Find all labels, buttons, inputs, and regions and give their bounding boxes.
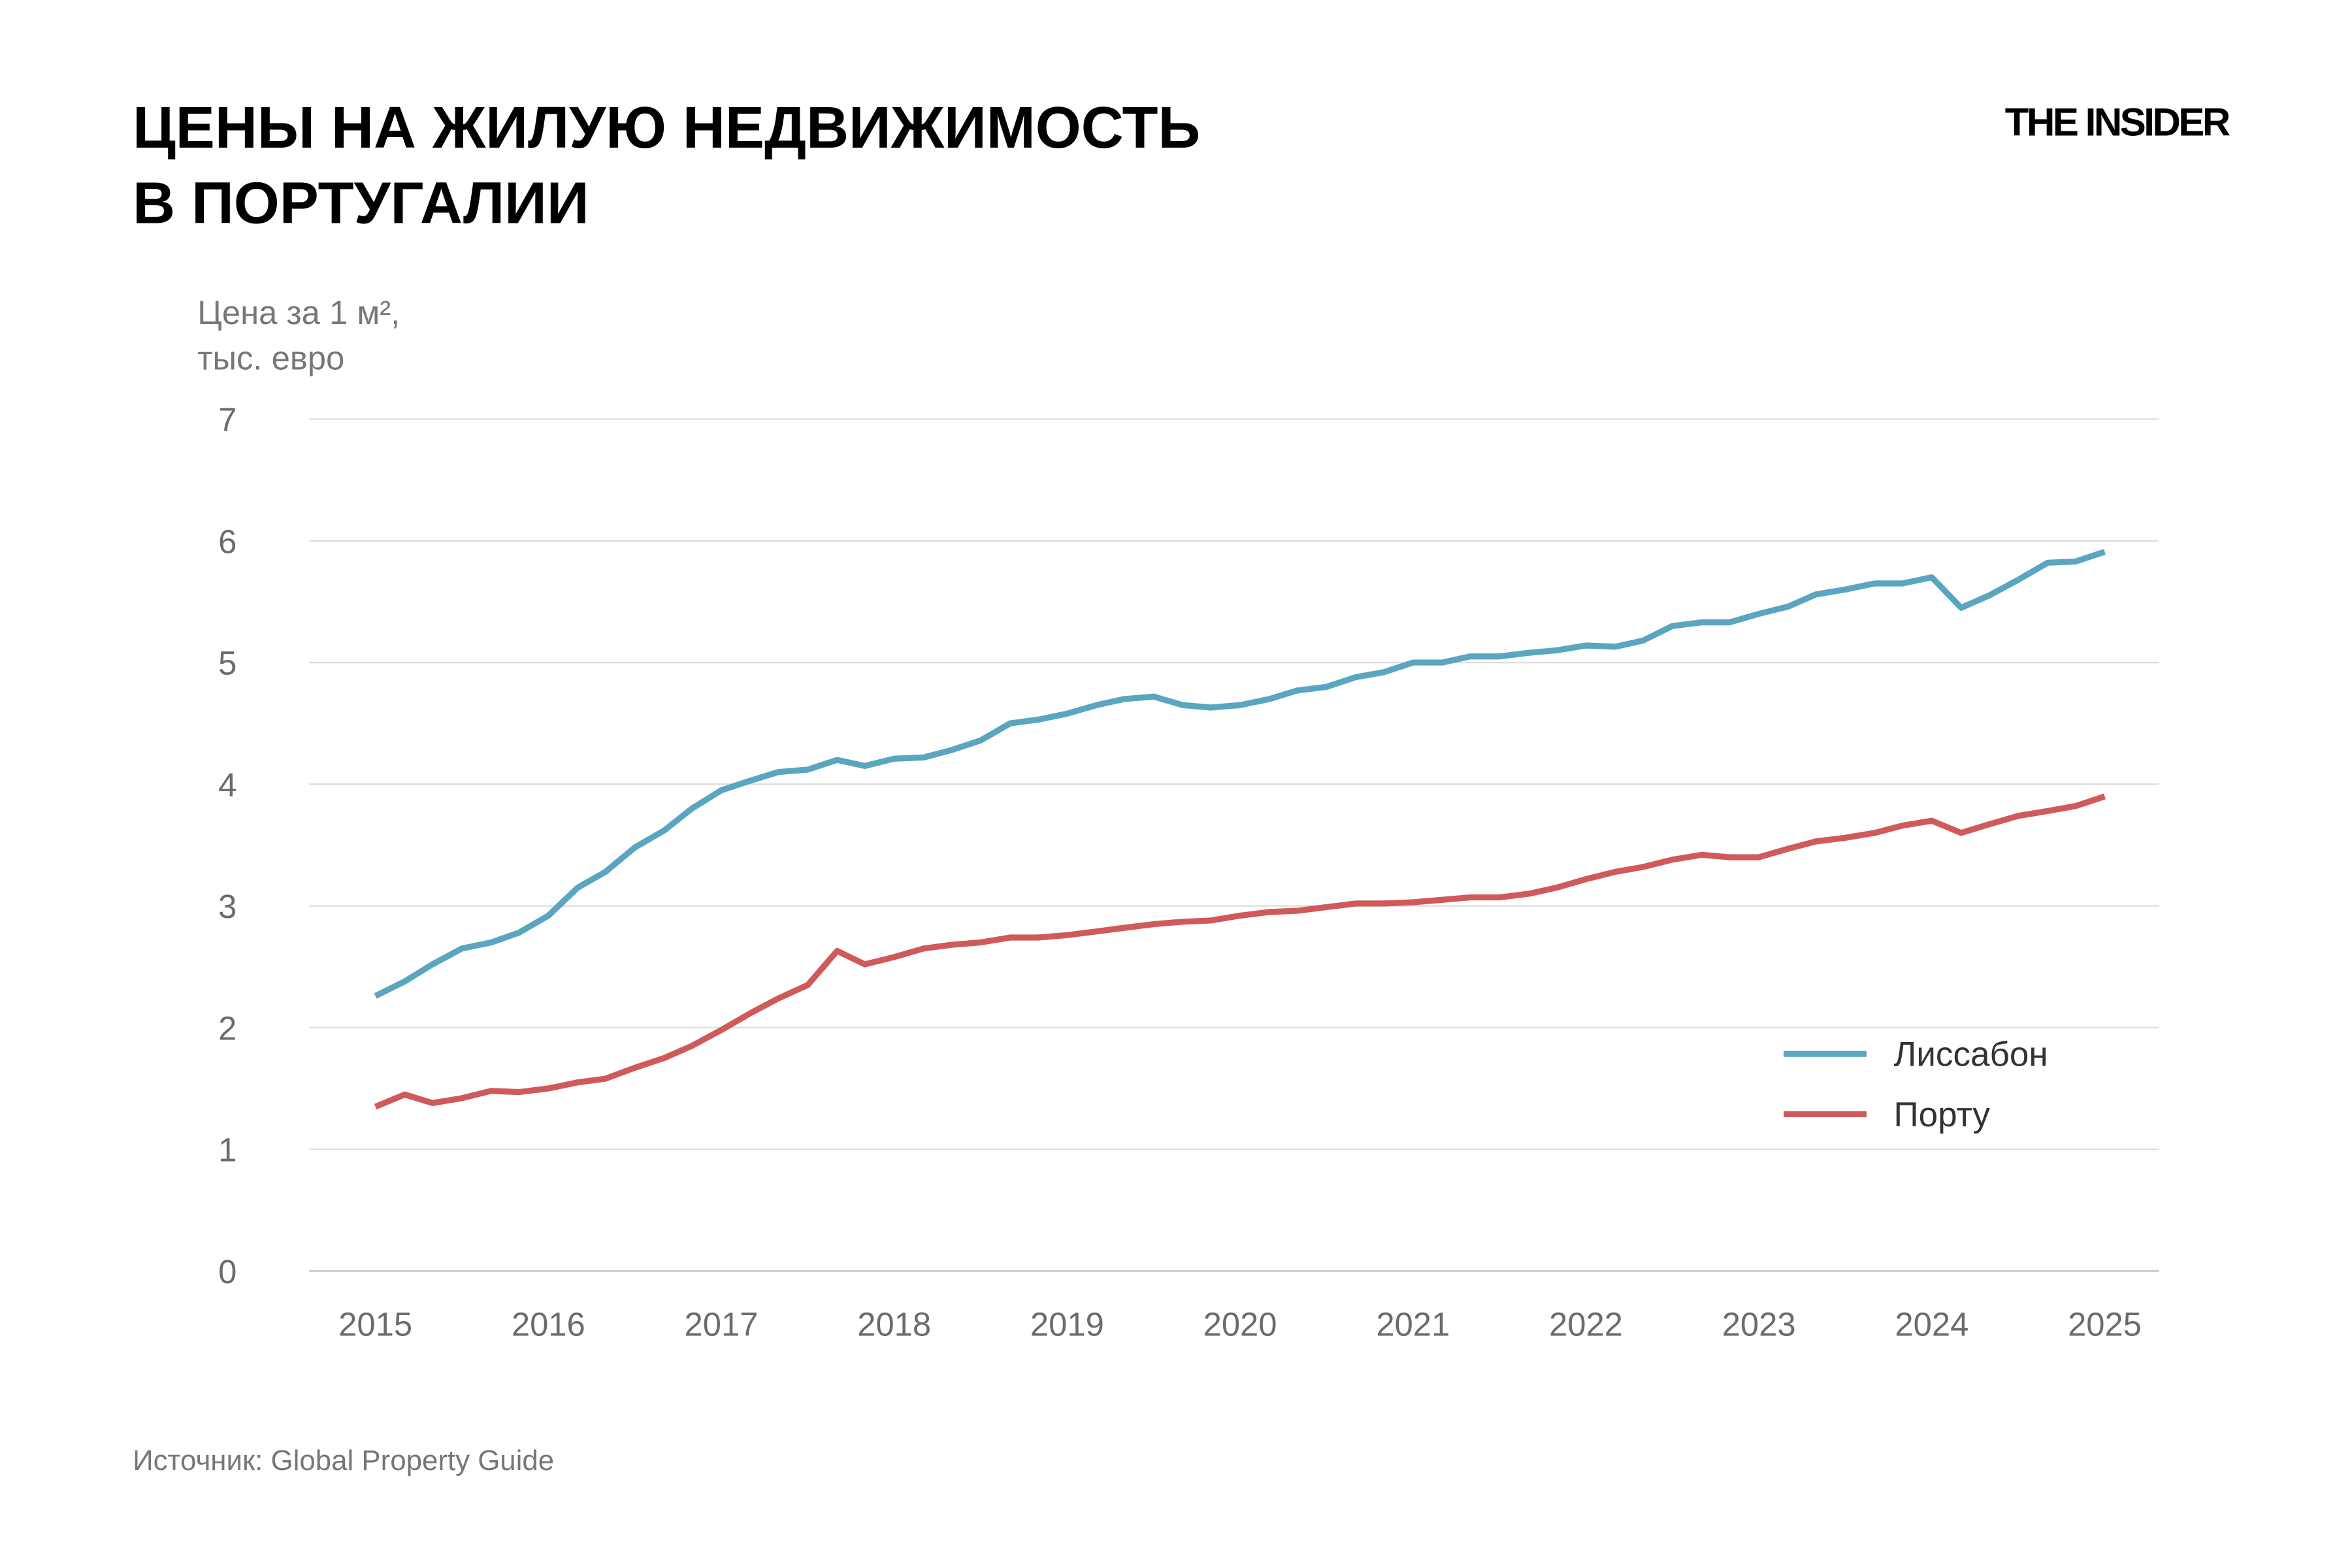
x-tick-label: 2018 — [857, 1306, 931, 1343]
y-tick-label: 5 — [218, 645, 237, 682]
y-tick-label: 4 — [218, 766, 237, 804]
x-tick-label: 2015 — [338, 1306, 412, 1343]
y-tick-label: 0 — [218, 1253, 237, 1290]
y-tick-label: 6 — [218, 523, 237, 560]
x-tick-label: 2023 — [1722, 1306, 1796, 1343]
x-tick-label: 2022 — [1549, 1306, 1623, 1343]
y-tick-label: 7 — [218, 401, 237, 438]
y-axis-label: тыс. евро — [197, 339, 344, 376]
x-tick-label: 2024 — [1895, 1306, 1968, 1343]
x-tick-label: 2017 — [685, 1306, 759, 1343]
y-axis-label: Цена за 1 м², — [197, 294, 400, 331]
x-tick-label: 2020 — [1203, 1306, 1277, 1343]
y-tick-label: 3 — [218, 888, 237, 925]
brand-logo: THE INSIDER — [2005, 101, 2230, 144]
data-line — [374, 793, 2106, 1110]
legend-label: Порту — [1893, 1096, 1990, 1134]
chart-title: В ПОРТУГАЛИИ — [133, 171, 589, 237]
x-tick-label: 2021 — [1376, 1306, 1450, 1343]
x-tick-label: 2025 — [2068, 1306, 2142, 1343]
chart-title: ЦЕНЫ НА ЖИЛУЮ НЕДВИЖИМОСТЬ — [133, 95, 1200, 161]
y-tick-label: 1 — [218, 1132, 237, 1169]
data-line — [374, 549, 2106, 999]
x-tick-label: 2019 — [1030, 1306, 1104, 1343]
y-tick-label: 2 — [218, 1009, 237, 1047]
legend-label: Лиссабон — [1893, 1036, 2048, 1074]
x-tick-label: 2016 — [512, 1306, 585, 1343]
source-note: Источник: Global Property Guide — [133, 1445, 554, 1477]
